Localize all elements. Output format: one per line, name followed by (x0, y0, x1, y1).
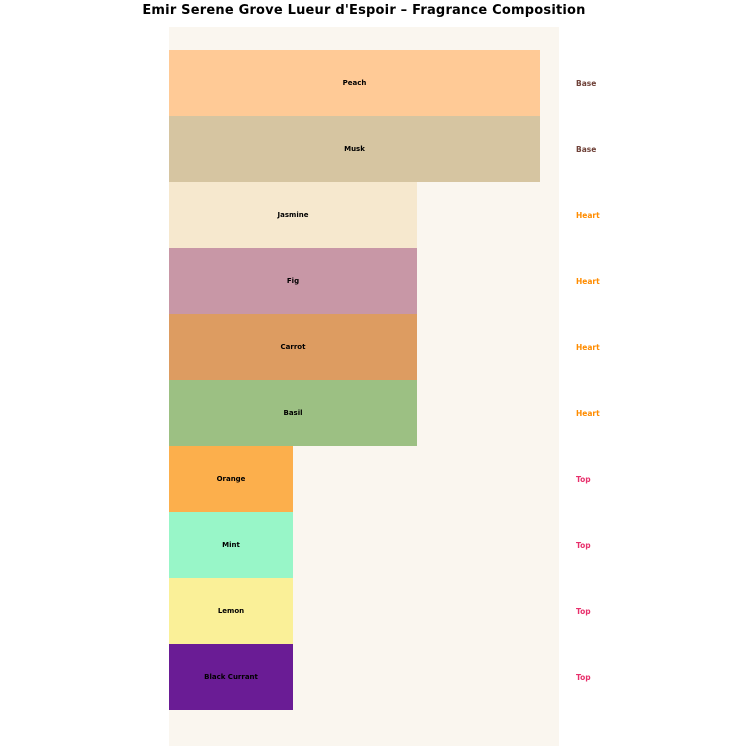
bar-peach: Peach (169, 50, 540, 116)
bar-lemon: Lemon (169, 578, 293, 644)
chart-title: Emir Serene Grove Lueur d'Espoir – Fragr… (142, 3, 586, 18)
bar-label: Musk (344, 145, 365, 153)
bar-jasmine: Jasmine (169, 182, 417, 248)
note-type-label: Heart (576, 408, 600, 418)
note-type-label: Top (576, 540, 591, 550)
bar-label: Jasmine (277, 211, 309, 219)
bar-carrot: Carrot (169, 314, 417, 380)
note-type-label: Top (576, 474, 591, 484)
note-type-label: Top (576, 606, 591, 616)
bar-label: Orange (216, 475, 246, 483)
bar-label: Mint (222, 541, 240, 549)
bar-black-currant: Black Currant (169, 644, 293, 710)
note-type-label: Heart (576, 210, 600, 220)
bar-label: Fig (286, 277, 300, 285)
bar-label: Black Currant (204, 673, 258, 681)
note-type-label: Top (576, 672, 591, 682)
plot-area: Peach Musk Jasmine Fig Carrot Basil Orange Mint… (169, 27, 559, 746)
bar-musk: Musk (169, 116, 540, 182)
bar-basil: Basil (169, 380, 417, 446)
note-type-label: Base (576, 78, 597, 88)
bar-label: Lemon (217, 607, 245, 615)
note-type-label: Heart (576, 342, 600, 352)
bar-label: Carrot (280, 343, 306, 351)
bar-orange: Orange (169, 446, 293, 512)
bar-mint: Mint (169, 512, 293, 578)
note-type-label: Heart (576, 276, 600, 286)
note-type-label: Base (576, 144, 597, 154)
bar-fig: Fig (169, 248, 417, 314)
bar-label: Peach (342, 79, 367, 87)
bar-label: Basil (283, 409, 303, 417)
